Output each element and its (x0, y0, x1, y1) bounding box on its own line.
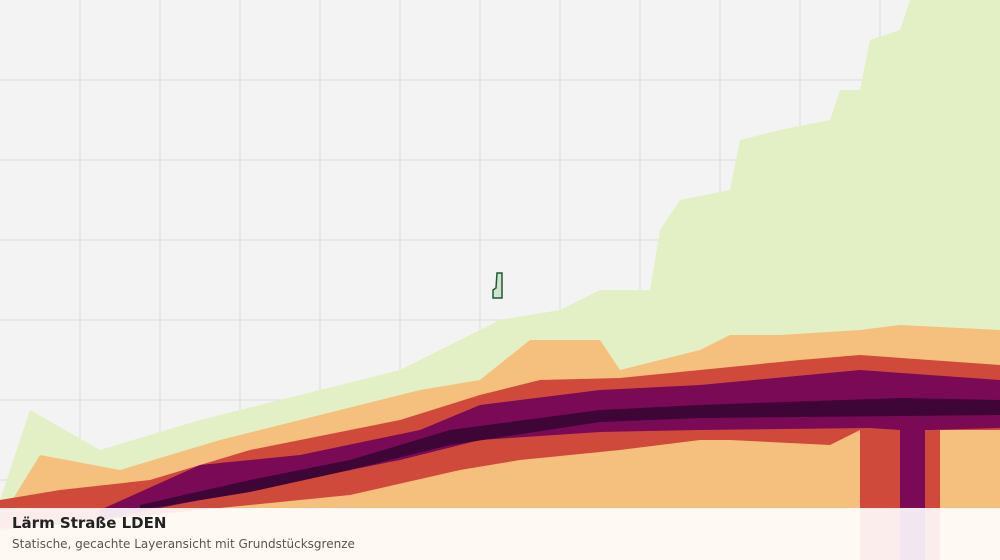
layer-title: Lärm Straße LDEN (12, 514, 167, 532)
noise-zone-very-high (100, 370, 1000, 560)
noise-zone-extreme (140, 398, 1000, 510)
layer-subtitle: Statische, gecachte Layeransicht mit Gru… (12, 537, 355, 551)
caption: Lärm Straße LDEN Statische, gecachte Lay… (0, 508, 1000, 560)
parcel-boundary (492, 272, 503, 299)
